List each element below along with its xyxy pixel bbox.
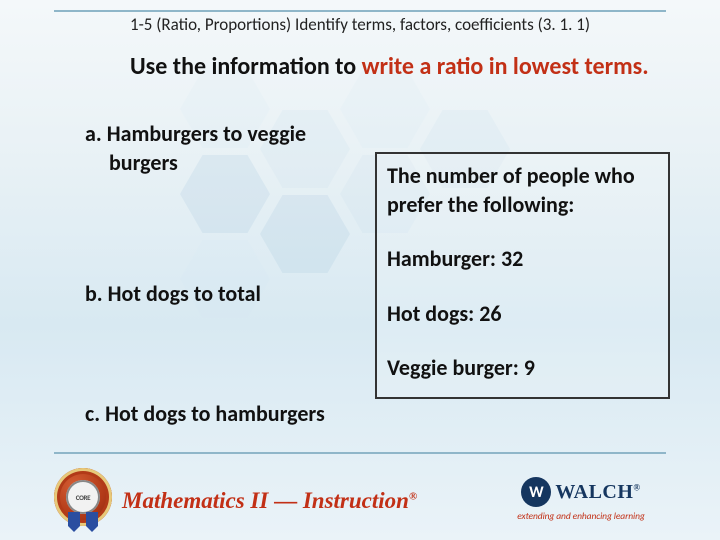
registered-icon: ®	[409, 490, 417, 502]
badge-core-text: CORE	[76, 493, 91, 502]
instruction-text: Use the information to write a ratio in …	[130, 52, 660, 82]
registered-icon: ®	[633, 482, 640, 492]
question-b: b. Hot dogs to total	[85, 280, 375, 307]
walch-name-text: WALCH	[555, 481, 633, 503]
walch-mark-icon: W	[521, 477, 551, 507]
data-row-value: 32	[501, 245, 523, 272]
data-row-label: Hot dogs	[387, 300, 468, 327]
data-row-value: 9	[524, 354, 535, 381]
data-row-hotdogs: Hot dogs: 26	[387, 300, 658, 329]
data-row-value: 26	[479, 300, 501, 327]
question-c: c. Hot dogs to hamburgers	[85, 400, 385, 427]
standards-badge-icon: CORE	[54, 468, 112, 526]
data-box-intro: The number of people who prefer the foll…	[387, 162, 658, 219]
slide: 1-5 (Ratio, Proportions) Identify terms,…	[0, 0, 720, 540]
question-b-text: Hot dogs to total	[108, 280, 261, 307]
walch-logo: W WALCH® extending and enhancing learnin…	[496, 476, 666, 522]
instruction-highlight: write a ratio in lowest terms.	[362, 52, 649, 81]
data-row-hamburger: Hamburger: 32	[387, 245, 658, 274]
question-c-text: Hot dogs to hamburgers	[105, 400, 325, 427]
footer-title-main: Mathematics II	[122, 488, 268, 513]
question-a-line1: Hamburgers to veggie	[107, 120, 306, 147]
instruction-prefix: Use the information to	[130, 52, 362, 81]
data-row-label: Veggie burger	[387, 354, 513, 381]
data-row-label: Hamburger	[387, 245, 490, 272]
data-box: The number of people who prefer the foll…	[375, 152, 670, 399]
footer-title-sub: Instruction	[303, 488, 409, 513]
walch-logo-top: W WALCH®	[496, 476, 666, 508]
question-a-label: a.	[85, 120, 102, 147]
bottom-rule	[54, 452, 666, 454]
slide-header: 1-5 (Ratio, Proportions) Identify terms,…	[0, 14, 720, 35]
question-b-label: b.	[85, 280, 103, 307]
question-a: a. Hamburgers to veggie burgers	[85, 120, 375, 177]
data-row-veggie: Veggie burger: 9	[387, 354, 658, 383]
footer-title: Mathematics II — Instruction®	[122, 488, 417, 514]
walch-name: WALCH®	[555, 481, 640, 504]
top-rule	[54, 10, 666, 12]
walch-tagline: extending and enhancing learning	[496, 510, 666, 522]
question-a-line2: burgers	[85, 149, 375, 178]
question-c-label: c.	[85, 400, 100, 427]
footer-title-dash: —	[268, 488, 303, 513]
